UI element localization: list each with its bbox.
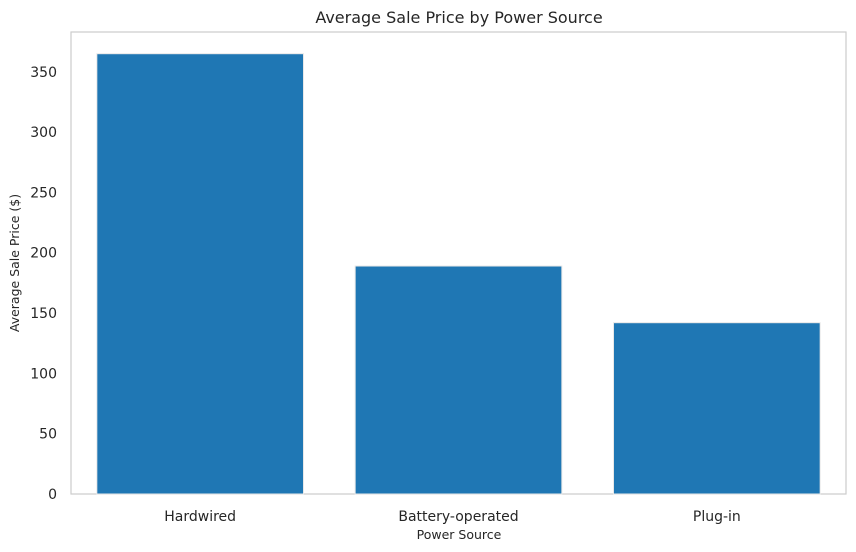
y-tick-label: 50 (39, 427, 57, 443)
chart-title: Average Sale Price by Power Source (315, 8, 602, 27)
y-axis-ticks: 0 50 100 150 200 250 300 350 (30, 65, 57, 503)
y-tick-label: 300 (30, 125, 57, 141)
x-axis-ticks: Hardwired Battery-operated Plug-in (164, 509, 741, 525)
bars-group (96, 53, 821, 495)
bar-battery-operated (354, 265, 563, 495)
y-tick-label: 350 (30, 65, 57, 81)
bar-hardwired (96, 53, 305, 495)
x-tick-label: Plug-in (693, 509, 741, 525)
y-tick-label: 200 (30, 246, 57, 262)
x-tick-label: Battery-operated (398, 509, 518, 525)
y-tick-label: 0 (48, 487, 57, 503)
x-axis-label: Power Source (417, 527, 502, 542)
y-tick-label: 150 (30, 306, 57, 322)
y-axis-label: Average Sale Price ($) (7, 194, 22, 332)
x-tick-label: Hardwired (164, 509, 236, 525)
y-tick-label: 100 (30, 366, 57, 382)
y-tick-label: 250 (30, 185, 57, 201)
bar-plug-in (613, 322, 821, 495)
